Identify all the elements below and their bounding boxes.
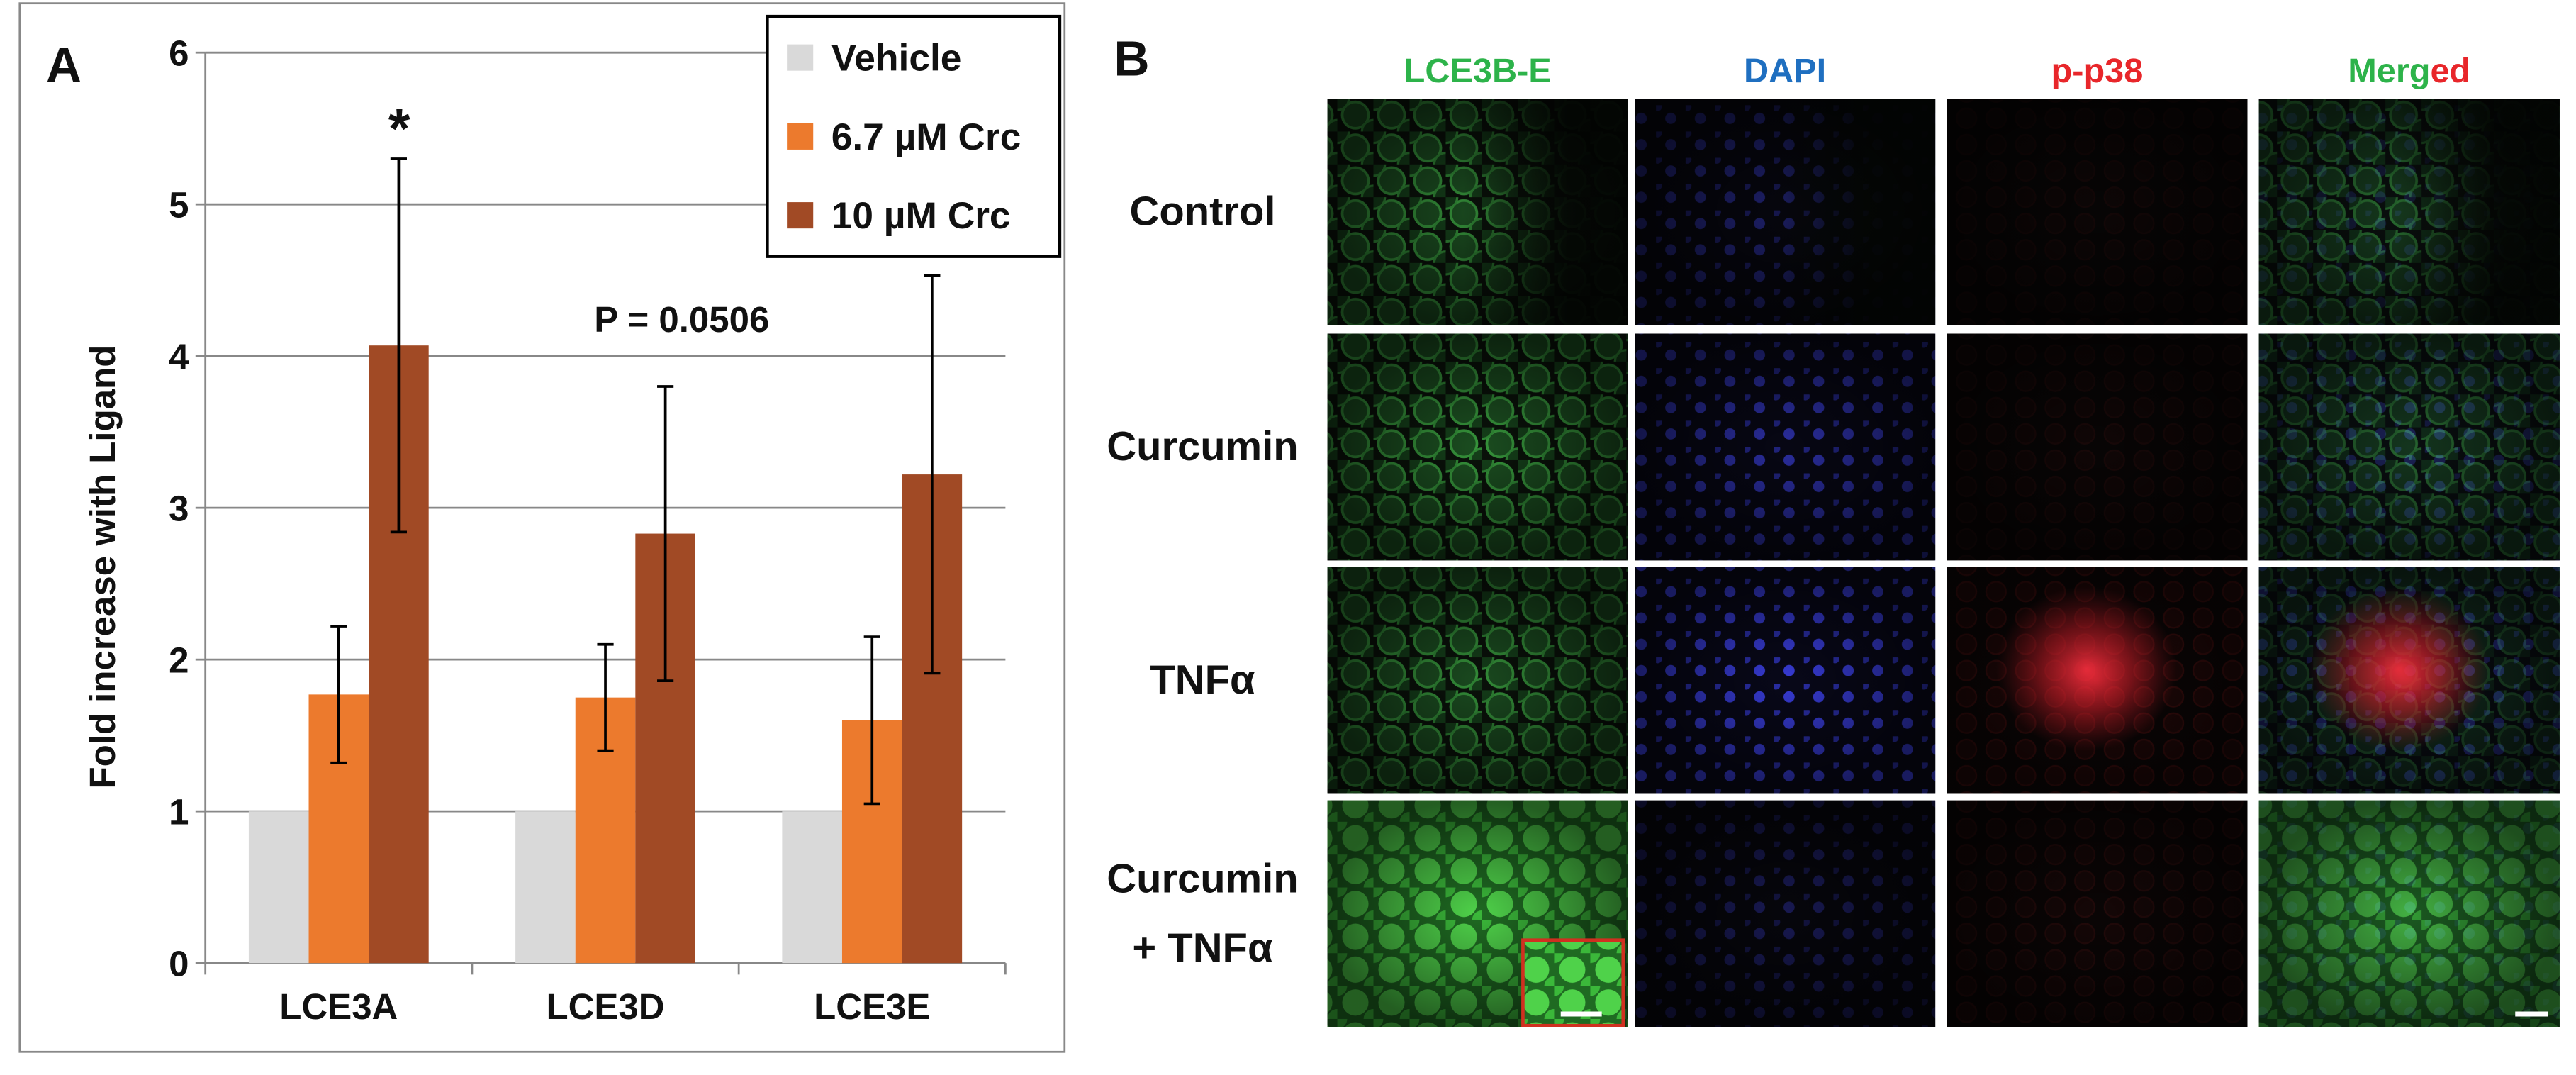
legend-swatch <box>787 44 814 71</box>
row-label: + TNFα <box>1132 925 1273 971</box>
y-tick-label: 1 <box>169 792 189 832</box>
error-bar <box>330 625 347 764</box>
vignette <box>1327 99 1628 325</box>
vignette <box>1635 333 1936 561</box>
y-tick-label: 4 <box>169 337 189 377</box>
vignette <box>1327 333 1628 561</box>
legend-label: 10 µM Crc <box>831 195 1011 237</box>
panel-label: B <box>1114 31 1149 87</box>
vignette <box>2258 333 2560 561</box>
y-axis-label: Fold increase with Ligand <box>82 345 123 789</box>
vignette <box>2258 567 2560 794</box>
vignette <box>2258 800 2560 1027</box>
bar <box>782 811 842 964</box>
panel-a-frame <box>18 2 1066 1053</box>
y-tick-label: 6 <box>169 33 189 74</box>
legend-label: Vehicle <box>831 38 962 79</box>
error-bar <box>597 642 614 752</box>
x-tick-label: LCE3A <box>279 986 398 1027</box>
vignette <box>1947 567 2248 794</box>
vignette <box>1635 99 1936 325</box>
vignette <box>2258 99 2560 325</box>
column-header: LCE3B-E <box>1404 52 1552 90</box>
legend-frame <box>766 14 1062 258</box>
y-tick-label: 3 <box>169 489 189 529</box>
panel-label: A <box>46 38 82 93</box>
row-label: Curcumin <box>1107 856 1298 901</box>
bar <box>248 811 309 964</box>
micrographs <box>1327 99 2560 1027</box>
annotation: * <box>388 98 410 160</box>
column-header: DAPI <box>1744 52 1826 90</box>
column-header-part: Merg <box>2348 52 2430 90</box>
inset-frame <box>1521 938 1625 1027</box>
vignette <box>1947 99 2248 325</box>
legend-swatch <box>787 123 814 150</box>
y-tick-label: 2 <box>169 640 189 681</box>
vignette <box>1327 567 1628 794</box>
vignette <box>1947 800 2248 1027</box>
y-tick-label: 0 <box>169 944 189 984</box>
column-header: p-p38 <box>2051 52 2144 90</box>
vignette <box>1947 333 2248 561</box>
row-label: Curcumin <box>1107 424 1298 469</box>
error-bar <box>863 635 880 806</box>
legend-label: 6.7 µM Crc <box>831 116 1021 158</box>
vignette <box>1635 800 1936 1027</box>
x-tick-label: LCE3D <box>546 986 664 1027</box>
bar <box>515 811 576 964</box>
y-tick-label: 5 <box>169 185 189 225</box>
error-bar <box>390 157 407 534</box>
column-header-part: p-p38 <box>2051 52 2144 90</box>
column-header: Merged <box>2348 52 2470 90</box>
vignette <box>1635 567 1936 794</box>
column-header-part: DAPI <box>1744 52 1826 90</box>
column-header-part: LCE3B-E <box>1404 52 1552 90</box>
x-tick-label: LCE3E <box>814 986 930 1027</box>
row-label: TNFα <box>1150 657 1255 703</box>
annotation: P = 0.0506 <box>594 299 769 340</box>
legend-swatch <box>787 202 814 229</box>
error-bar <box>924 274 941 675</box>
row-label: Control <box>1130 189 1276 235</box>
column-header-part: ed <box>2430 52 2470 90</box>
error-bar <box>657 385 674 682</box>
